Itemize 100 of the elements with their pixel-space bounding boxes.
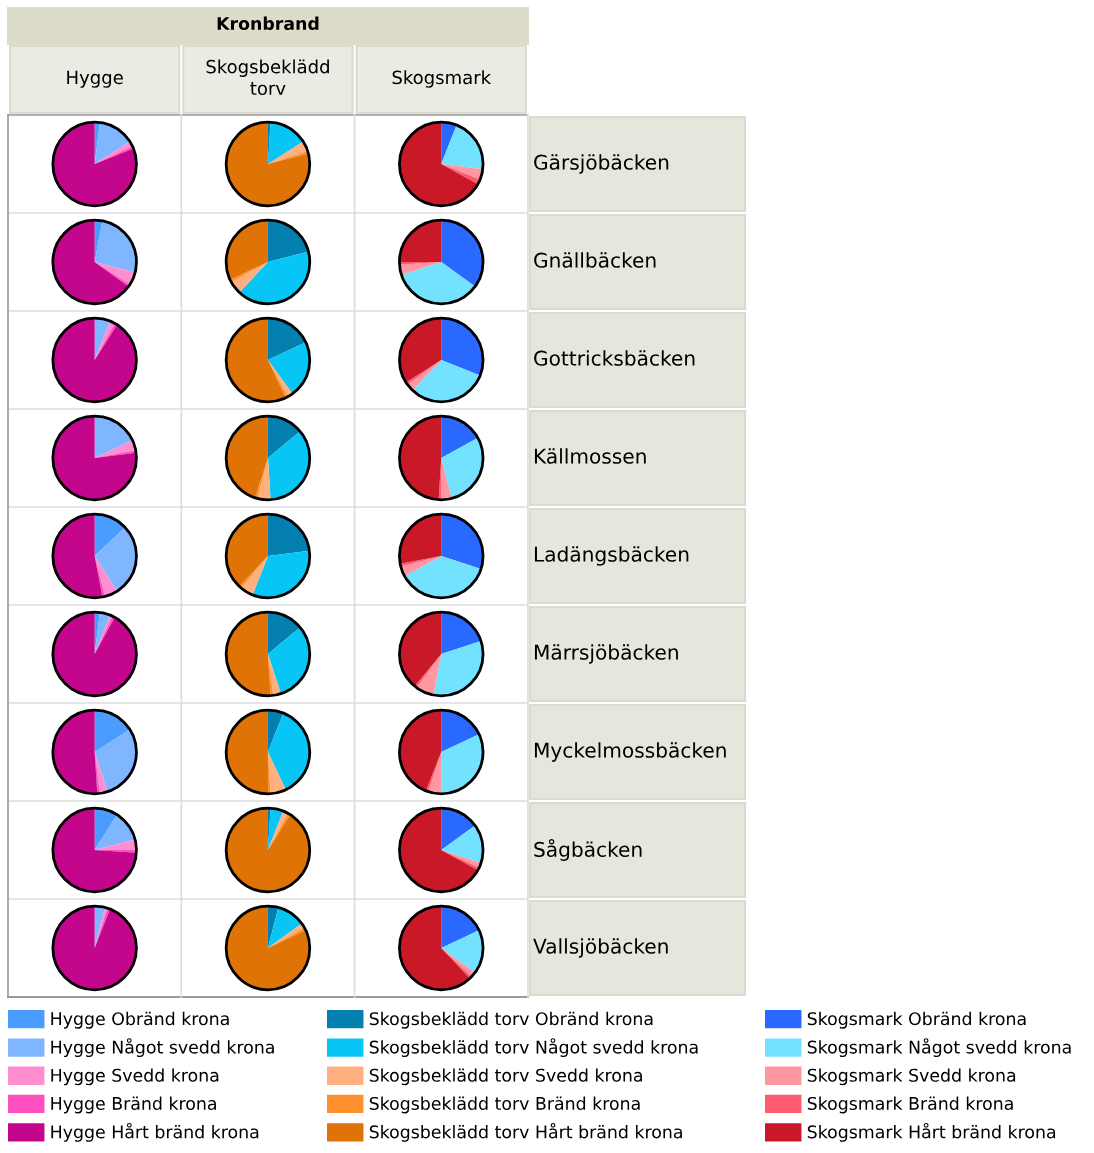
pie-slice bbox=[94, 814, 136, 850]
pie-slice bbox=[416, 654, 442, 696]
pie-slice bbox=[267, 342, 310, 394]
pie-slice bbox=[399, 262, 442, 275]
pie-slice bbox=[267, 416, 301, 458]
pie-slice bbox=[252, 550, 310, 598]
pie-slice bbox=[399, 514, 442, 564]
pie-slice bbox=[226, 220, 268, 280]
pie-slice bbox=[441, 125, 484, 170]
pie-slice bbox=[94, 556, 118, 597]
pie-slice bbox=[94, 416, 133, 458]
pie-slice bbox=[231, 262, 268, 293]
pie-slice bbox=[267, 713, 310, 790]
pie-slice bbox=[399, 808, 478, 892]
pie-slice bbox=[441, 164, 481, 185]
text: Sågbäcken bbox=[534, 839, 642, 861]
legend-label: Hygge Något svedd krona bbox=[51, 1038, 274, 1058]
pie-slice bbox=[267, 907, 302, 948]
text: Gärsjöbäcken bbox=[534, 154, 669, 174]
pie-slice bbox=[414, 654, 442, 688]
legend-label: Skogsmark Bränd krona bbox=[807, 1096, 1013, 1114]
legend-label: Skogsmark Obränd krona bbox=[807, 1011, 1026, 1029]
pie-slice bbox=[52, 710, 98, 794]
legend-label: Skogsbeklädd torv Bränd krona bbox=[369, 1096, 640, 1114]
pie-slice bbox=[399, 710, 442, 791]
pie-slice bbox=[399, 122, 478, 206]
pie-slice bbox=[441, 825, 484, 863]
text: Gnällbäcken bbox=[534, 252, 656, 268]
pie-slice bbox=[94, 141, 133, 164]
pie-slice bbox=[94, 527, 137, 592]
pie-slice bbox=[399, 416, 442, 500]
pie-slice bbox=[441, 122, 457, 164]
pie-slice bbox=[399, 318, 442, 383]
pie-slice bbox=[441, 458, 452, 500]
pie-slice bbox=[399, 220, 442, 262]
legend-label: Hygge Svedd krona bbox=[51, 1068, 219, 1086]
pie-slice bbox=[441, 612, 482, 654]
pie-slice bbox=[267, 141, 308, 164]
pie-slice bbox=[94, 450, 137, 458]
text: Vallsjöbäcken bbox=[533, 938, 668, 958]
pie-slice bbox=[401, 262, 476, 304]
pie-slice bbox=[94, 556, 106, 598]
text: Myckelmossbäcken bbox=[534, 742, 726, 762]
pie-slice bbox=[226, 514, 268, 587]
text: Skogsmark bbox=[392, 70, 492, 88]
pie-slice bbox=[267, 906, 279, 948]
pie-slice bbox=[267, 514, 310, 556]
pie-slice bbox=[441, 906, 480, 948]
pie-slice bbox=[441, 514, 484, 569]
pie-slice bbox=[267, 431, 310, 500]
legend-label: Skogsbeklädd torv Obränd krona bbox=[369, 1011, 653, 1029]
pie-slice bbox=[94, 220, 137, 273]
text: Hygge bbox=[67, 70, 123, 88]
pie-slice bbox=[52, 220, 129, 304]
legend-label: Hygge Hårt bränd krona bbox=[51, 1122, 259, 1142]
legend-label: Skogsmark Något svedd krona bbox=[807, 1038, 1071, 1058]
pie-slice bbox=[239, 251, 310, 304]
pie-slice bbox=[94, 729, 137, 792]
pie-slice bbox=[441, 220, 484, 287]
pie-slice bbox=[267, 627, 310, 694]
pie-slice bbox=[52, 514, 103, 598]
text: Skogsbeklädd torv bbox=[206, 59, 329, 96]
legend-label: Skogsbeklädd torv Hårt bränd krona bbox=[369, 1122, 682, 1142]
pie-slice bbox=[267, 752, 286, 794]
legend-label: Skogsmark Hårt bränd krona bbox=[807, 1122, 1056, 1142]
legend-label: Skogsbeklädd torv Något svedd krona bbox=[369, 1038, 698, 1058]
pie-slice bbox=[267, 710, 284, 752]
pie-slice bbox=[94, 440, 136, 458]
legend-label: Hygge Bränd krona bbox=[51, 1096, 216, 1114]
legend-label: Hygge Obränd krona bbox=[51, 1011, 229, 1029]
pie-slice bbox=[94, 839, 137, 850]
pie-slice bbox=[441, 318, 484, 376]
pie-slice bbox=[94, 752, 108, 794]
pie-slice bbox=[226, 318, 286, 402]
text: Märrsjöbäcken bbox=[534, 644, 678, 664]
pie-slice bbox=[267, 612, 301, 654]
pie-slice bbox=[226, 612, 271, 696]
pie-slice bbox=[399, 612, 442, 687]
pie-slice bbox=[400, 556, 442, 577]
pie-slice bbox=[94, 710, 130, 752]
text: Kronbrand bbox=[217, 16, 319, 31]
pie-slice bbox=[94, 122, 130, 164]
pie-slice bbox=[241, 556, 268, 595]
pie-slice bbox=[399, 906, 470, 990]
pie-slice bbox=[441, 808, 476, 850]
text: Källmossen bbox=[534, 448, 646, 464]
pie-slice bbox=[441, 734, 484, 794]
pie-slice bbox=[441, 416, 478, 458]
pie-slice bbox=[405, 360, 442, 385]
pie-slice bbox=[441, 437, 484, 499]
pie-slice bbox=[267, 220, 309, 262]
pie-slice bbox=[267, 151, 309, 164]
pie-slice bbox=[433, 641, 484, 696]
pie-slice bbox=[267, 808, 284, 850]
legend-label: Skogsbeklädd torv Svedd krona bbox=[369, 1068, 642, 1086]
pie-slice bbox=[267, 318, 306, 360]
pie-slice bbox=[226, 416, 268, 498]
pie-slice bbox=[94, 262, 136, 285]
pie-slice bbox=[412, 360, 481, 402]
pie-slice bbox=[94, 514, 126, 556]
